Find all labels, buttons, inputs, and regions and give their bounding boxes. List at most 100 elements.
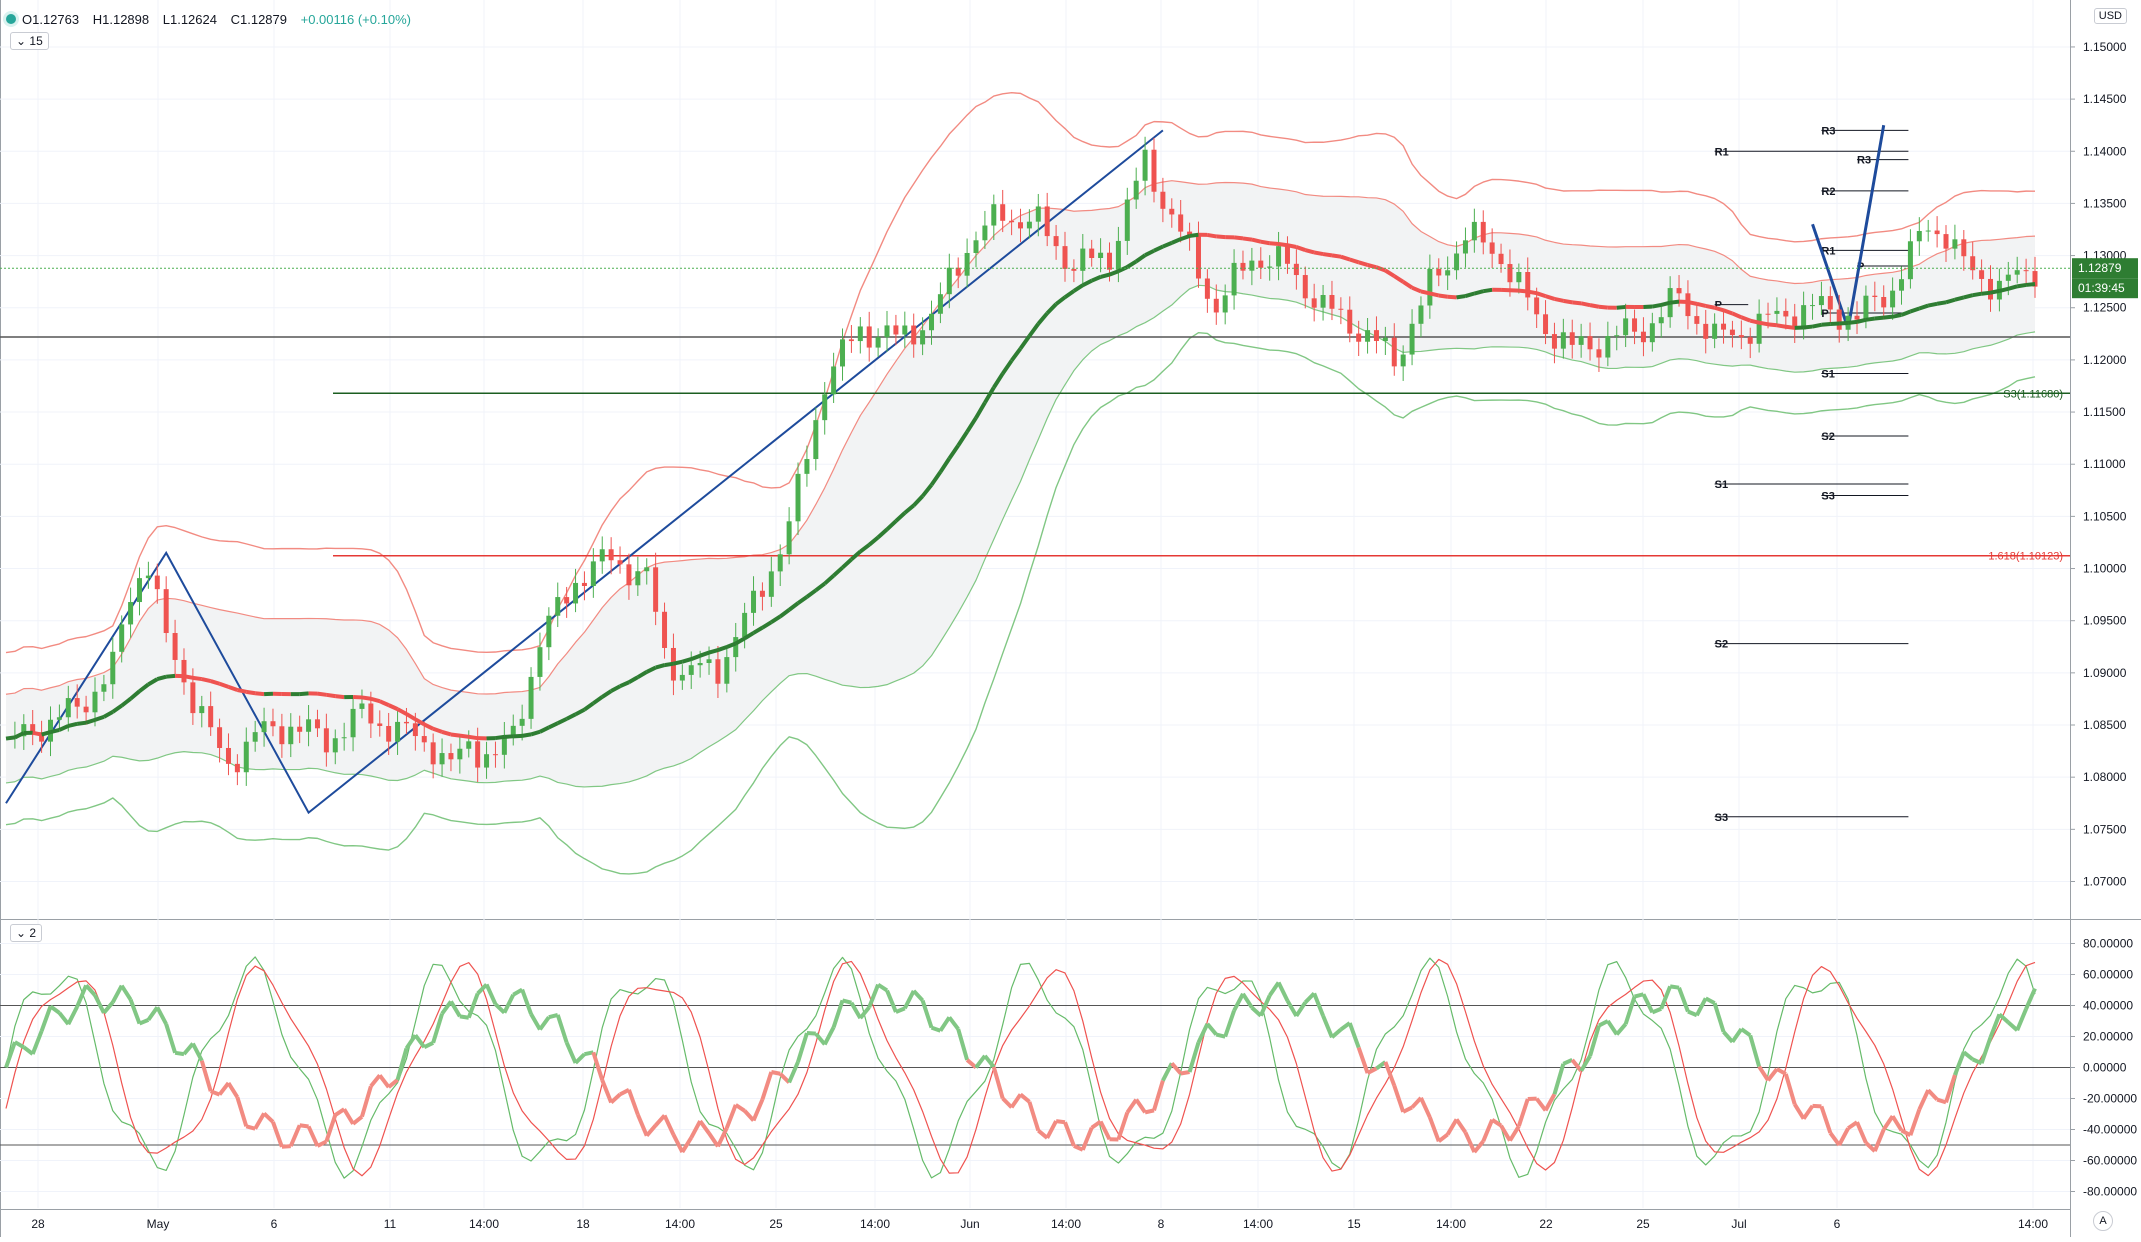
osc-y-tick-label: 20.00000 bbox=[2083, 1030, 2133, 1044]
candle-body bbox=[448, 753, 453, 759]
candle-body bbox=[1356, 334, 1361, 342]
candle-body bbox=[1151, 150, 1156, 192]
currency-badge[interactable]: USD bbox=[2094, 8, 2127, 24]
osc-y-tick-label: 0.00000 bbox=[2083, 1061, 2127, 1075]
x-tick-label: 14:00 bbox=[1051, 1217, 1081, 1231]
y-tick-label: 1.10500 bbox=[2083, 509, 2127, 523]
candle-body bbox=[982, 226, 987, 241]
slow-moving-average bbox=[246, 692, 255, 693]
candle-body bbox=[1819, 296, 1824, 305]
candle-body bbox=[1614, 335, 1619, 336]
interval-toggle[interactable]: ⌄ 15 bbox=[10, 32, 49, 50]
candle-body bbox=[199, 706, 204, 713]
candle-body bbox=[920, 330, 925, 344]
candle-body bbox=[75, 698, 80, 707]
y-tick-label: 1.08500 bbox=[2083, 718, 2127, 732]
candle-body bbox=[1961, 239, 1966, 256]
candle-body bbox=[1436, 269, 1441, 276]
slow-moving-average bbox=[1973, 294, 1982, 295]
candle-body bbox=[733, 637, 738, 657]
candle-body bbox=[1507, 264, 1512, 282]
y-tick-label: 1.12500 bbox=[2083, 301, 2127, 315]
candle-body bbox=[511, 726, 516, 736]
candle-body bbox=[1196, 236, 1201, 278]
x-tick-label: 14:00 bbox=[1436, 1217, 1466, 1231]
candle-body bbox=[101, 684, 106, 692]
slow-moving-average bbox=[1590, 305, 1599, 307]
candle-body bbox=[760, 591, 765, 597]
candle-body bbox=[1588, 336, 1593, 349]
slow-moving-average bbox=[1857, 320, 1866, 322]
candle-body bbox=[796, 474, 801, 521]
y-tick-label: 1.15500 bbox=[2083, 0, 2127, 2]
slow-moving-average bbox=[166, 676, 175, 677]
candle-body bbox=[1979, 270, 1984, 279]
slow-moving-average bbox=[1350, 260, 1359, 263]
pivot-label: R2 bbox=[1821, 186, 1835, 198]
auto-scale-button[interactable]: A bbox=[2093, 1211, 2113, 1231]
x-tick-label: 14:00 bbox=[860, 1217, 890, 1231]
slow-moving-average bbox=[1465, 294, 1474, 297]
candle-body bbox=[582, 583, 587, 586]
slow-moving-average bbox=[184, 676, 193, 678]
slow-moving-average bbox=[1430, 293, 1439, 295]
y-tick-label: 1.13500 bbox=[2083, 196, 2127, 210]
candle-body bbox=[1267, 267, 1272, 268]
y-tick-label: 1.11000 bbox=[2083, 457, 2126, 471]
slow-moving-average bbox=[211, 681, 220, 684]
pivot-label: S2 bbox=[1715, 639, 1728, 651]
slow-moving-average bbox=[317, 694, 326, 695]
candle-body bbox=[1054, 236, 1059, 246]
indicator-pane-toggle[interactable]: ⌄ 2 bbox=[10, 924, 42, 942]
candle-body bbox=[288, 727, 293, 744]
slow-moving-average bbox=[202, 679, 211, 681]
candle-body bbox=[173, 633, 178, 660]
slow-moving-average bbox=[335, 696, 344, 697]
slow-moving-average bbox=[1234, 237, 1243, 238]
osc-main-line bbox=[1181, 1072, 1190, 1073]
candle-body bbox=[422, 736, 427, 742]
slow-moving-average bbox=[1617, 307, 1626, 308]
slow-moving-average bbox=[86, 720, 95, 723]
slow-moving-average bbox=[1893, 315, 1902, 317]
slow-moving-average bbox=[504, 736, 513, 737]
candle-body bbox=[1596, 349, 1601, 357]
x-tick-label: 14:00 bbox=[469, 1217, 499, 1231]
slow-moving-average bbox=[1332, 255, 1341, 256]
candle-body bbox=[1988, 279, 1993, 300]
level-label: S3(1.11680) bbox=[2003, 388, 2063, 400]
slow-moving-average bbox=[1314, 252, 1323, 254]
slow-moving-average bbox=[1848, 322, 1857, 323]
candle-body bbox=[270, 721, 275, 726]
osc-y-tick-label: 40.00000 bbox=[2083, 999, 2133, 1013]
slow-moving-average bbox=[1216, 236, 1225, 237]
candle-body bbox=[1116, 241, 1121, 270]
x-tick-label: Jun bbox=[960, 1217, 979, 1231]
candle-body bbox=[1703, 324, 1708, 339]
candle-body bbox=[1338, 309, 1343, 310]
candle-body bbox=[1258, 261, 1263, 268]
candle-body bbox=[938, 294, 943, 314]
candle-body bbox=[2015, 270, 2020, 274]
candle-body bbox=[306, 719, 311, 731]
slow-moving-average bbox=[1670, 302, 1679, 303]
slow-moving-average bbox=[1875, 318, 1884, 319]
candle-body bbox=[858, 326, 863, 341]
slow-moving-average bbox=[1421, 291, 1430, 293]
candle-body bbox=[1534, 297, 1539, 314]
x-tick-label: 28 bbox=[31, 1217, 45, 1231]
y-tick-label: 1.12000 bbox=[2083, 353, 2127, 367]
slow-moving-average bbox=[1581, 303, 1590, 305]
candle-body bbox=[965, 253, 970, 276]
candle-body bbox=[493, 754, 498, 755]
candle-body bbox=[333, 738, 338, 752]
candle-body bbox=[1570, 332, 1575, 345]
x-tick-label: 11 bbox=[384, 1217, 397, 1231]
candle-body bbox=[164, 589, 169, 633]
slow-moving-average bbox=[665, 664, 674, 665]
x-tick-label: May bbox=[147, 1217, 170, 1231]
slow-moving-average bbox=[237, 690, 246, 692]
candle-body bbox=[644, 567, 649, 571]
